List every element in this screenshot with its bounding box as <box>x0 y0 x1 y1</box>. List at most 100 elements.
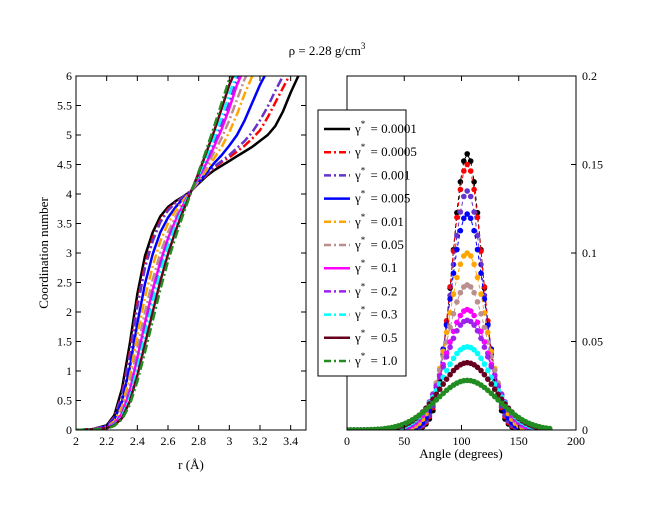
left-y-tick-label: 3 <box>66 246 72 260</box>
right-data-point <box>485 376 491 383</box>
left-series-line <box>76 76 240 430</box>
right-data-point <box>450 311 457 317</box>
left-x-tick-label: 3 <box>226 434 232 448</box>
left-y-tick-label: 4 <box>66 187 72 201</box>
left-series-line <box>76 76 233 430</box>
right-data-point <box>546 425 553 430</box>
chart-title: ρ = 2.28 g/cm3 <box>289 41 366 58</box>
right-data-point <box>464 211 471 217</box>
legend-label: γ* = 0.05 <box>354 235 404 252</box>
right-data-point <box>471 227 477 234</box>
right-data-point <box>478 311 484 317</box>
right-data-point <box>457 179 464 185</box>
right-data-point <box>474 232 481 239</box>
left-y-tick-label: 3.5 <box>57 217 72 231</box>
title-superscript: 3 <box>361 41 366 51</box>
right-plot: 0 50 100 150 200 0 0.05 0.1 0.15 0.2 Angle (degr… <box>344 69 603 461</box>
right-data-point <box>485 354 491 360</box>
right-data-point <box>467 215 474 222</box>
left-plot: 2 2.2 2.4 2.6 2.8 3 3.2 3.4 0 0.5 1 1.5 2 2.5 3 3.5 4 4.… <box>36 69 307 472</box>
legend-item: γ* = 0.05 <box>324 235 404 252</box>
right-data-point <box>474 364 481 371</box>
right-data-point <box>464 151 471 157</box>
right-x-tick-label: 50 <box>398 434 410 448</box>
right-data-point <box>471 209 477 215</box>
right-data-point <box>454 328 460 334</box>
legend-label: γ* = 0.1 <box>354 258 397 275</box>
right-data-point <box>481 339 488 345</box>
left-y-tick-label: 5 <box>66 128 72 142</box>
right-data-point <box>461 215 467 222</box>
right-data-point <box>457 227 464 234</box>
right-data-point <box>478 355 484 362</box>
legend-label: γ* = 0.3 <box>354 305 397 322</box>
right-data-point <box>474 214 481 221</box>
left-series-line <box>76 76 291 430</box>
right-data-point <box>478 291 484 297</box>
left-x-tick-label: 3.4 <box>283 434 298 448</box>
legend-label: γ* = 0.2 <box>354 281 397 298</box>
legend-item: γ* = 1.0 <box>324 351 397 368</box>
right-data-point <box>443 318 450 324</box>
right-data-point <box>481 344 488 351</box>
right-data-point <box>454 350 460 357</box>
left-series-line <box>76 76 235 430</box>
left-y-axis-label: Coordination number <box>36 197 51 309</box>
right-data-point <box>447 344 453 351</box>
right-y-tick-label: 0.1 <box>582 246 597 260</box>
right-data-point <box>454 274 460 281</box>
right-y-tick-label: 0.15 <box>582 158 603 172</box>
right-data-point <box>447 324 453 331</box>
left-y-tick-label: 2 <box>66 305 72 319</box>
right-data-point <box>443 367 450 374</box>
right-y-tick-label: 0.05 <box>582 335 603 349</box>
right-y-tick-label: 0 <box>582 423 588 437</box>
right-series <box>347 377 553 430</box>
right-data-point <box>461 193 467 200</box>
right-data-point <box>471 289 477 296</box>
right-data-point <box>478 367 484 374</box>
left-series-line <box>76 76 254 430</box>
legend-label: γ* = 0.005 <box>354 189 410 206</box>
right-data-point <box>467 168 474 174</box>
legend-item: γ* = 0.2 <box>324 281 397 298</box>
right-data-point <box>450 335 457 342</box>
legend-item: γ* = 0.3 <box>324 305 397 322</box>
right-data-point <box>450 270 457 277</box>
legend-item: γ* = 0.1 <box>324 258 397 275</box>
legend: γ* = 0.0001 γ* = 0.0005 γ* = 0.001 γ* = 0.0… <box>317 109 417 377</box>
right-data-point <box>485 367 491 374</box>
right-data-point <box>478 335 484 342</box>
left-y-tick-label: 2.5 <box>57 276 72 290</box>
right-data-point <box>454 246 460 253</box>
right-data-point <box>467 158 474 164</box>
right-data-point <box>440 381 447 387</box>
legend-box <box>317 109 407 377</box>
left-y-tick-label: 0 <box>66 423 72 437</box>
left-x-tick-label: 2.8 <box>191 434 206 448</box>
right-x-axis-label: Angle (degrees) <box>419 446 502 461</box>
right-data-point <box>488 381 495 387</box>
left-series-line <box>76 76 300 430</box>
right-data-point <box>471 261 477 268</box>
right-data-point <box>457 209 464 215</box>
right-data-point <box>467 193 474 200</box>
right-data-point <box>467 308 474 314</box>
right-data-point <box>471 312 477 319</box>
right-data-point <box>488 364 495 370</box>
left-y-tick-label: 5.5 <box>57 99 72 113</box>
right-data-point <box>467 253 474 259</box>
right-data-point <box>457 186 464 193</box>
right-data-point <box>461 158 467 164</box>
right-data-point <box>430 400 436 407</box>
right-data-point <box>471 347 477 353</box>
left-x-tick-label: 2.6 <box>161 434 176 448</box>
right-data-point <box>474 328 481 334</box>
right-x-tick-label: 0 <box>344 434 350 448</box>
left-series-line <box>76 76 243 430</box>
left-x-tick-label: 2 <box>73 434 79 448</box>
right-data-point <box>447 296 453 302</box>
right-data-point <box>495 397 501 403</box>
right-data-point <box>481 296 488 302</box>
